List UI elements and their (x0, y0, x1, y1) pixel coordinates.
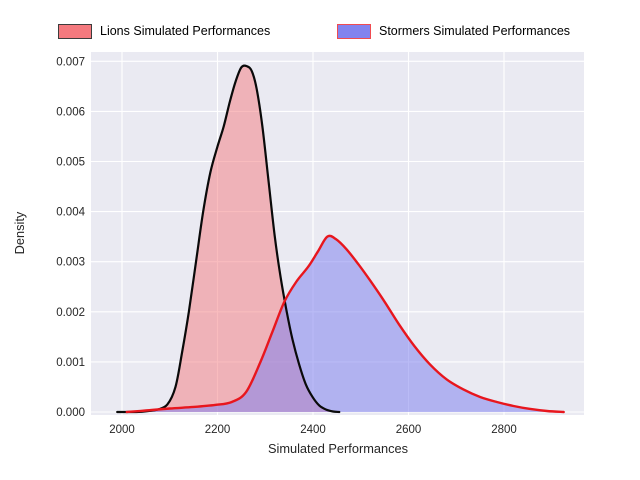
x-tick-2600: 2600 (396, 424, 422, 436)
x-tick-2800: 2800 (491, 424, 517, 436)
y-tick-0001: 0.001 (56, 357, 85, 369)
legend-label-lions: Lions Simulated Performances (100, 24, 271, 38)
y-tick-0003: 0.003 (56, 257, 85, 269)
x-tick-2400: 2400 (300, 424, 326, 436)
x-tick-2200: 2200 (205, 424, 231, 436)
x-tick-labels: 2000 2200 2400 2600 2800 (109, 424, 517, 436)
y-tick-0006: 0.006 (56, 106, 85, 118)
y-tick-0007: 0.007 (56, 56, 85, 68)
x-axis-label: Simulated Performances (268, 441, 408, 456)
lions-swatch-icon (58, 23, 92, 39)
y-tick-labels: 0.000 0.001 0.002 0.003 0.004 0.005 0.00… (56, 56, 85, 419)
legend-label-stormers: Stormers Simulated Performances (379, 24, 571, 38)
density-curves (116, 64, 565, 414)
density-outline (125, 234, 565, 414)
x-tick-2000: 2000 (109, 424, 135, 436)
y-tick-0005: 0.005 (56, 157, 85, 169)
density-outline (116, 64, 341, 414)
legend-item-lions: Lions Simulated Performances (58, 21, 270, 41)
density-area (126, 235, 564, 412)
stormers-swatch-icon (337, 23, 371, 39)
y-tick-0000: 0.000 (56, 407, 85, 419)
y-tick-0004: 0.004 (56, 207, 85, 219)
legend-item-stormers: Stormers Simulated Performances (337, 21, 570, 41)
y-tick-0002: 0.002 (56, 307, 85, 319)
y-axis-label: Density (12, 211, 27, 254)
